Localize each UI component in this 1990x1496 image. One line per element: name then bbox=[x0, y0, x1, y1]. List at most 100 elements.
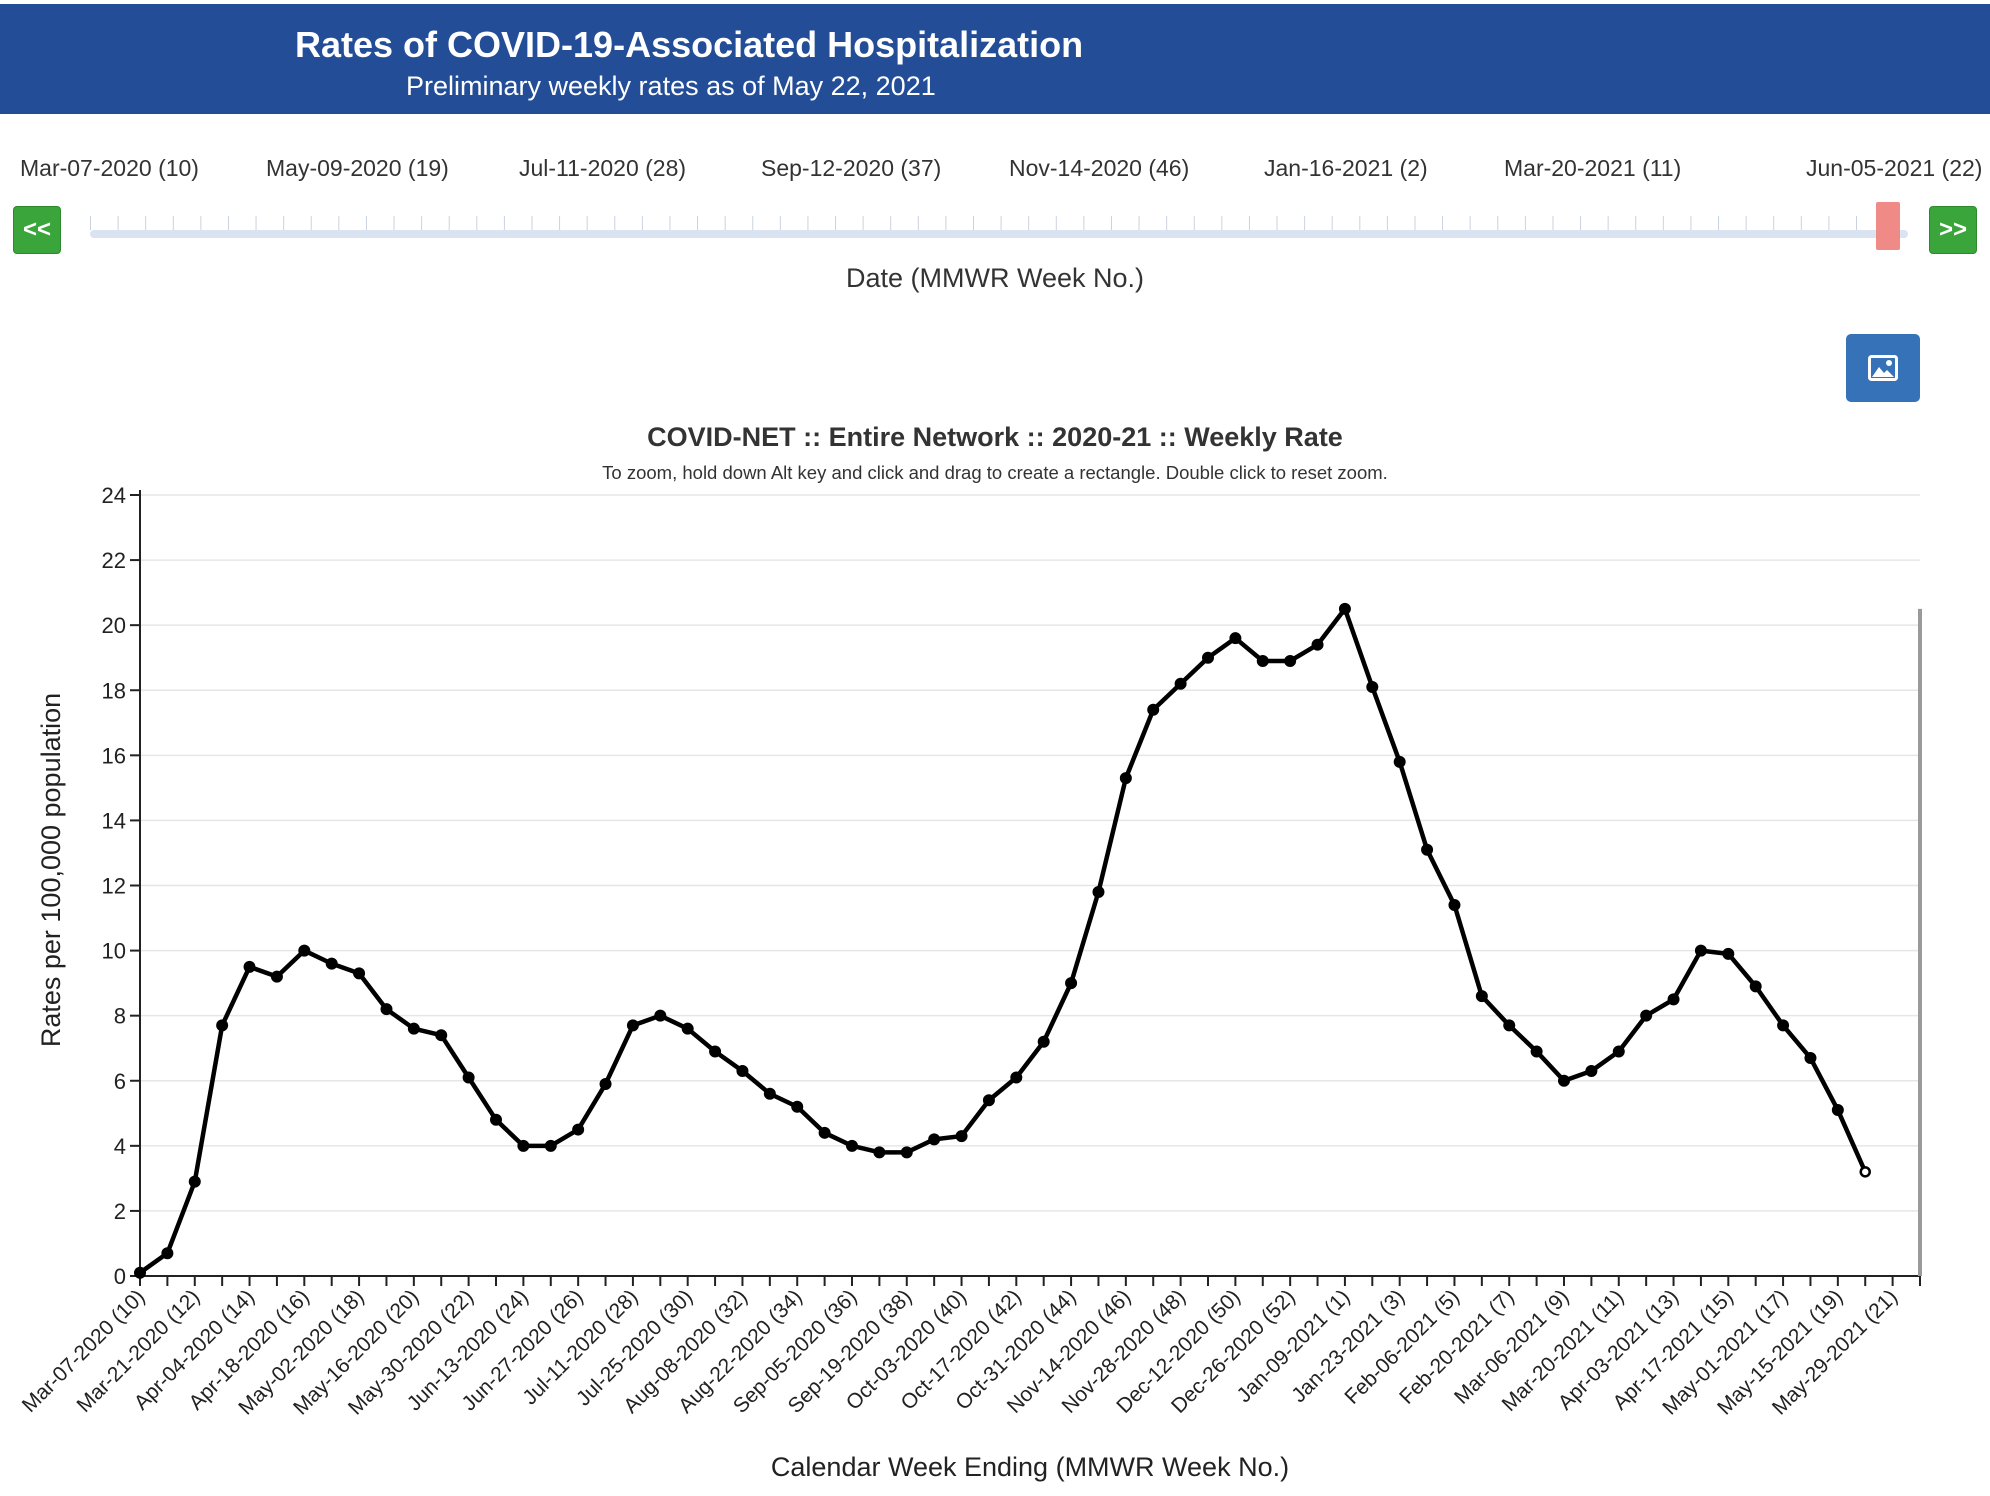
scroll-marker-bar bbox=[1918, 608, 1922, 1276]
data-point[interactable] bbox=[1338, 602, 1351, 615]
data-point[interactable] bbox=[216, 1019, 229, 1032]
data-point[interactable] bbox=[1065, 977, 1078, 990]
y-tick-label: 16 bbox=[102, 743, 126, 768]
y-tick-label: 2 bbox=[114, 1199, 126, 1224]
data-point[interactable] bbox=[1694, 944, 1707, 957]
series-line[interactable] bbox=[137, 606, 1868, 1275]
data-point[interactable] bbox=[1311, 638, 1324, 651]
data-point[interactable] bbox=[325, 957, 338, 970]
data-point[interactable] bbox=[1640, 1009, 1653, 1022]
series-weekly-rate[interactable] bbox=[134, 602, 1871, 1279]
data-point[interactable] bbox=[1229, 632, 1242, 645]
data-point[interactable] bbox=[1092, 886, 1105, 899]
image-icon bbox=[1868, 355, 1898, 381]
data-point[interactable] bbox=[681, 1022, 694, 1035]
data-point[interactable] bbox=[161, 1247, 174, 1260]
y-tick-label: 18 bbox=[102, 678, 126, 703]
data-point[interactable] bbox=[1393, 755, 1406, 768]
data-point[interactable] bbox=[709, 1045, 722, 1058]
data-point[interactable] bbox=[1119, 772, 1132, 785]
slider-label: Jan-16-2021 (2) bbox=[1264, 155, 1428, 181]
y-tick-label: 12 bbox=[102, 874, 126, 899]
data-point[interactable] bbox=[1147, 703, 1160, 716]
data-point[interactable] bbox=[353, 967, 366, 980]
data-point[interactable] bbox=[1256, 654, 1269, 667]
data-point[interactable] bbox=[572, 1123, 585, 1136]
gridlines bbox=[140, 494, 1920, 1212]
data-point[interactable] bbox=[407, 1022, 420, 1035]
data-point[interactable] bbox=[791, 1100, 804, 1113]
slider-label: Nov-14-2020 (46) bbox=[1009, 155, 1190, 181]
data-point[interactable] bbox=[1174, 677, 1187, 690]
data-point[interactable] bbox=[188, 1175, 201, 1188]
data-point[interactable] bbox=[462, 1071, 475, 1084]
data-point[interactable] bbox=[955, 1130, 968, 1143]
data-point[interactable] bbox=[873, 1146, 886, 1159]
data-point[interactable] bbox=[298, 944, 311, 957]
data-point[interactable] bbox=[1777, 1019, 1790, 1032]
data-point[interactable] bbox=[1558, 1074, 1570, 1087]
data-point[interactable] bbox=[1366, 680, 1379, 693]
data-point[interactable] bbox=[982, 1094, 995, 1107]
data-point[interactable] bbox=[243, 960, 256, 973]
previous-week-button[interactable]: << bbox=[13, 206, 61, 254]
slider-label: Sep-12-2020 (37) bbox=[761, 155, 942, 181]
data-point[interactable] bbox=[846, 1139, 858, 1152]
slider-label: Mar-20-2021 (11) bbox=[1504, 155, 1682, 181]
data-point[interactable] bbox=[1667, 993, 1680, 1006]
data-point[interactable] bbox=[599, 1078, 612, 1091]
slider-label: Jul-11-2020 (28) bbox=[519, 155, 687, 181]
data-point[interactable] bbox=[626, 1019, 639, 1032]
data-point[interactable] bbox=[517, 1139, 530, 1152]
y-axis-label: Rates per 100,000 population bbox=[36, 693, 66, 1047]
data-point[interactable] bbox=[1037, 1035, 1050, 1048]
data-point[interactable] bbox=[490, 1113, 502, 1126]
data-point[interactable] bbox=[763, 1087, 776, 1100]
y-tick-label: 6 bbox=[114, 1069, 126, 1094]
data-point[interactable] bbox=[1749, 980, 1762, 993]
next-week-button[interactable]: >> bbox=[1929, 206, 1977, 254]
data-point[interactable] bbox=[1202, 651, 1214, 664]
data-point[interactable] bbox=[1284, 654, 1297, 667]
y-tick-label: 22 bbox=[102, 548, 126, 573]
data-point[interactable] bbox=[736, 1064, 749, 1077]
data-point[interactable] bbox=[1722, 947, 1735, 960]
y-tick-label: 20 bbox=[102, 613, 126, 638]
slider-axis-title: Date (MMWR Week No.) bbox=[845, 263, 1145, 293]
slider-label: Mar-07-2020 (10) bbox=[20, 155, 199, 181]
data-point[interactable] bbox=[1448, 899, 1461, 912]
data-point[interactable] bbox=[544, 1139, 557, 1152]
data-point[interactable] bbox=[435, 1029, 448, 1042]
slider-label: May-09-2020 (19) bbox=[266, 155, 449, 181]
y-tick-label: 24 bbox=[102, 483, 126, 508]
slider-label: Jun-05-2021 (22) bbox=[1806, 155, 1983, 181]
data-point[interactable] bbox=[818, 1126, 831, 1139]
data-point[interactable] bbox=[1804, 1051, 1817, 1064]
data-point[interactable] bbox=[1612, 1045, 1625, 1058]
data-point[interactable] bbox=[654, 1009, 667, 1022]
data-point[interactable] bbox=[1010, 1071, 1023, 1084]
data-point[interactable] bbox=[928, 1133, 941, 1146]
header-banner: Rates of COVID-19-Associated Hospitaliza… bbox=[0, 4, 1990, 114]
data-point[interactable] bbox=[1421, 843, 1434, 856]
data-point[interactable] bbox=[1530, 1045, 1543, 1058]
data-point[interactable] bbox=[134, 1266, 146, 1279]
page-subtitle: Preliminary weekly rates as of May 22, 2… bbox=[406, 71, 936, 101]
data-point[interactable] bbox=[380, 1003, 393, 1016]
data-point[interactable] bbox=[1831, 1104, 1844, 1117]
data-point[interactable] bbox=[1475, 990, 1488, 1003]
data-point[interactable] bbox=[1585, 1064, 1598, 1077]
data-point[interactable] bbox=[900, 1146, 913, 1159]
date-slider-handle[interactable] bbox=[1876, 202, 1900, 250]
y-tick-label: 8 bbox=[114, 1004, 126, 1029]
download-image-button[interactable] bbox=[1846, 334, 1920, 402]
chart-title: COVID-NET :: Entire Network :: 2020-21 :… bbox=[647, 422, 1343, 452]
y-tick-label: 10 bbox=[102, 939, 126, 964]
data-point[interactable] bbox=[270, 970, 283, 983]
data-point[interactable] bbox=[1503, 1019, 1516, 1032]
slider-ticks bbox=[90, 216, 1908, 230]
data-point[interactable] bbox=[1859, 1166, 1871, 1178]
date-slider-track[interactable] bbox=[90, 230, 1908, 238]
